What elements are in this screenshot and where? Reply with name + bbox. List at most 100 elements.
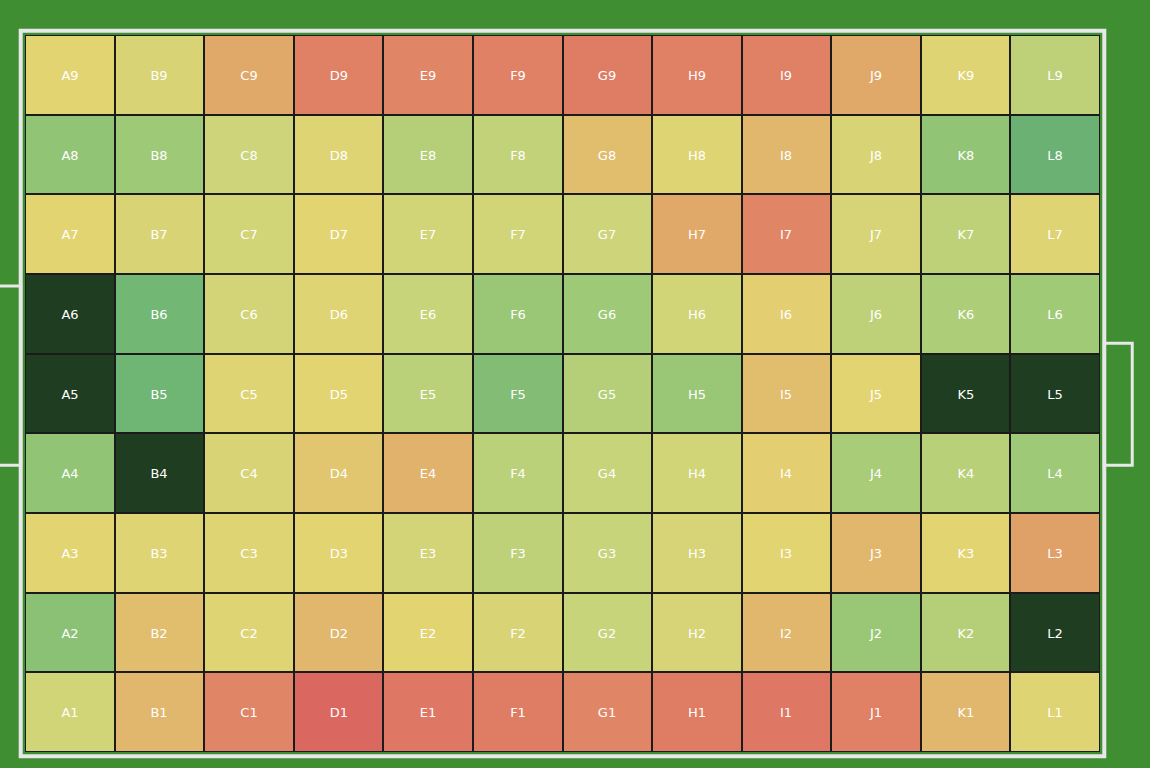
- svg-text:J9: J9: [869, 68, 882, 83]
- svg-text:F8: F8: [510, 148, 526, 163]
- svg-text:E3: E3: [420, 546, 437, 561]
- svg-text:B4: B4: [150, 466, 167, 481]
- svg-text:I3: I3: [780, 546, 792, 561]
- svg-text:D9: D9: [330, 68, 348, 83]
- svg-text:G7: G7: [598, 227, 616, 242]
- svg-text:D4: D4: [330, 466, 348, 481]
- svg-text:K5: K5: [958, 387, 975, 402]
- svg-text:I9: I9: [780, 68, 792, 83]
- svg-text:E1: E1: [420, 705, 437, 720]
- svg-text:H9: H9: [688, 68, 706, 83]
- svg-text:F6: F6: [510, 307, 526, 322]
- svg-text:A5: A5: [61, 387, 78, 402]
- svg-text:G6: G6: [598, 307, 616, 322]
- svg-text:H7: H7: [688, 227, 706, 242]
- svg-text:C3: C3: [240, 546, 257, 561]
- svg-text:K1: K1: [958, 705, 975, 720]
- svg-text:L1: L1: [1047, 705, 1063, 720]
- svg-text:L7: L7: [1047, 227, 1063, 242]
- svg-text:E4: E4: [420, 466, 437, 481]
- svg-text:E7: E7: [420, 227, 437, 242]
- svg-text:L4: L4: [1047, 466, 1063, 481]
- svg-text:J8: J8: [869, 148, 882, 163]
- svg-text:D8: D8: [330, 148, 348, 163]
- svg-text:K7: K7: [958, 227, 975, 242]
- svg-text:G8: G8: [598, 148, 616, 163]
- svg-text:J5: J5: [869, 387, 882, 402]
- svg-text:D1: D1: [330, 705, 348, 720]
- svg-text:A2: A2: [61, 626, 78, 641]
- svg-text:A4: A4: [61, 466, 78, 481]
- svg-text:K4: K4: [958, 466, 975, 481]
- svg-text:K6: K6: [958, 307, 975, 322]
- svg-text:G3: G3: [598, 546, 616, 561]
- svg-text:A9: A9: [61, 68, 78, 83]
- svg-text:C1: C1: [240, 705, 257, 720]
- svg-text:K9: K9: [958, 68, 975, 83]
- svg-text:D3: D3: [330, 546, 348, 561]
- svg-text:K2: K2: [958, 626, 975, 641]
- svg-text:I1: I1: [780, 705, 792, 720]
- svg-text:I2: I2: [780, 626, 792, 641]
- svg-text:L6: L6: [1047, 307, 1063, 322]
- svg-text:E8: E8: [420, 148, 437, 163]
- svg-text:G2: G2: [598, 626, 616, 641]
- svg-text:J3: J3: [869, 546, 882, 561]
- svg-text:F3: F3: [510, 546, 526, 561]
- svg-text:C2: C2: [240, 626, 257, 641]
- svg-text:F2: F2: [510, 626, 526, 641]
- svg-text:E5: E5: [420, 387, 437, 402]
- svg-text:G5: G5: [598, 387, 616, 402]
- svg-text:B8: B8: [150, 148, 167, 163]
- svg-text:K3: K3: [958, 546, 975, 561]
- svg-text:I8: I8: [780, 148, 792, 163]
- svg-text:B3: B3: [150, 546, 167, 561]
- svg-text:G1: G1: [598, 705, 616, 720]
- svg-text:C8: C8: [240, 148, 257, 163]
- svg-text:C6: C6: [240, 307, 257, 322]
- svg-text:E2: E2: [420, 626, 437, 641]
- svg-text:I7: I7: [780, 227, 792, 242]
- svg-text:H4: H4: [688, 466, 706, 481]
- svg-text:L8: L8: [1047, 148, 1063, 163]
- svg-text:A1: A1: [61, 705, 78, 720]
- svg-text:J6: J6: [869, 307, 882, 322]
- svg-text:L9: L9: [1047, 68, 1063, 83]
- svg-text:C7: C7: [240, 227, 257, 242]
- svg-text:I5: I5: [780, 387, 792, 402]
- svg-text:H1: H1: [688, 705, 706, 720]
- svg-text:A7: A7: [61, 227, 78, 242]
- svg-text:I6: I6: [780, 307, 792, 322]
- svg-text:I4: I4: [780, 466, 792, 481]
- svg-text:C5: C5: [240, 387, 257, 402]
- svg-text:D6: D6: [330, 307, 348, 322]
- svg-text:B7: B7: [150, 227, 167, 242]
- svg-text:A8: A8: [61, 148, 78, 163]
- svg-text:J4: J4: [869, 466, 882, 481]
- svg-text:E6: E6: [420, 307, 437, 322]
- svg-text:H2: H2: [688, 626, 706, 641]
- svg-text:J2: J2: [869, 626, 882, 641]
- svg-text:B5: B5: [150, 387, 167, 402]
- svg-text:F7: F7: [510, 227, 526, 242]
- svg-text:H5: H5: [688, 387, 706, 402]
- svg-text:H3: H3: [688, 546, 706, 561]
- svg-text:B2: B2: [150, 626, 167, 641]
- svg-text:L3: L3: [1047, 546, 1063, 561]
- svg-text:L5: L5: [1047, 387, 1063, 402]
- svg-text:F1: F1: [510, 705, 526, 720]
- svg-text:L2: L2: [1047, 626, 1063, 641]
- svg-text:A3: A3: [61, 546, 78, 561]
- svg-text:E9: E9: [420, 68, 437, 83]
- svg-text:K8: K8: [958, 148, 975, 163]
- svg-text:J7: J7: [869, 227, 882, 242]
- svg-text:G4: G4: [598, 466, 616, 481]
- svg-text:B9: B9: [150, 68, 167, 83]
- svg-text:J1: J1: [869, 705, 882, 720]
- svg-text:F4: F4: [510, 466, 526, 481]
- svg-text:D7: D7: [330, 227, 348, 242]
- svg-text:D2: D2: [330, 626, 348, 641]
- svg-text:H6: H6: [688, 307, 706, 322]
- svg-text:A6: A6: [61, 307, 78, 322]
- svg-text:B6: B6: [150, 307, 167, 322]
